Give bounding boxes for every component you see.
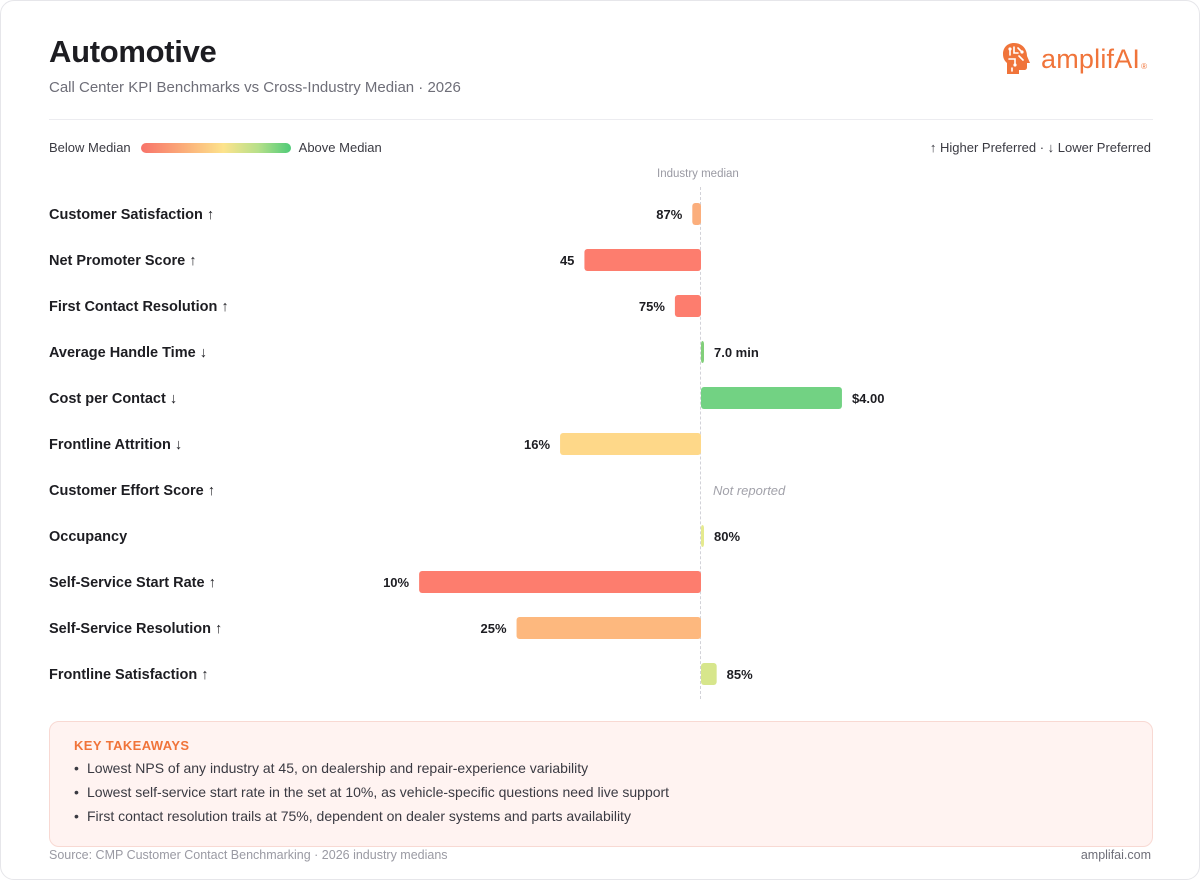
amplifai-logo[interactable]: amplifAI ® <box>1001 39 1147 79</box>
value-label: 10% <box>383 575 409 590</box>
row-label: Customer Effort Score ↑ <box>49 483 215 499</box>
legend-gradient-bar <box>140 142 291 153</box>
bar <box>419 571 701 593</box>
bar <box>701 663 717 685</box>
takeaway-item: First contact resolution trails at 75%, … <box>74 804 1128 828</box>
row-label: Occupancy <box>49 529 127 545</box>
row-label: Net Promoter Score ↑ <box>49 253 196 269</box>
logo-registered-mark: ® <box>1141 62 1148 71</box>
value-label: 25% <box>481 621 507 636</box>
value-label: 75% <box>639 299 665 314</box>
header-divider <box>49 119 1153 120</box>
takeaways-list: Lowest NPS of any industry at 45, on dea… <box>74 756 1128 828</box>
key-takeaways-panel: KEY TAKEAWAYS Lowest NPS of any industry… <box>49 721 1153 847</box>
value-label: 87% <box>656 207 682 222</box>
value-label: 7.0 min <box>714 345 759 360</box>
bar <box>674 295 701 317</box>
takeaway-item: Lowest self-service start rate in the se… <box>74 780 1128 804</box>
row-label: Frontline Attrition ↓ <box>49 437 182 453</box>
page-subtitle: Call Center KPI Benchmarks vs Cross-Indu… <box>49 79 461 96</box>
takeaways-title: KEY TAKEAWAYS <box>74 738 190 753</box>
row-label: Cost per Contact ↓ <box>49 391 177 407</box>
direction-legend: ↑ Higher Preferred · ↓ Lower Preferred <box>929 140 1151 155</box>
footer-site-link[interactable]: amplifai.com <box>1080 848 1151 862</box>
takeaway-item: Lowest NPS of any industry at 45, on dea… <box>74 756 1128 780</box>
value-label: 85% <box>727 667 753 682</box>
bar <box>560 433 701 455</box>
bar <box>516 617 701 639</box>
bar <box>584 249 701 271</box>
value-label: $4.00 <box>852 391 885 406</box>
value-label: 16% <box>524 437 550 452</box>
logo-wordmark: amplifAI <box>1041 43 1141 74</box>
not-reported-label: Not reported <box>713 483 786 498</box>
legend-below-label: Below Median <box>49 140 131 155</box>
source-note: Source: CMP Customer Contact Benchmarkin… <box>49 848 448 862</box>
row-label: Average Handle Time ↓ <box>49 345 207 361</box>
row-label: Self-Service Resolution ↑ <box>49 621 222 637</box>
color-legend: Below Median Above Median <box>49 140 382 155</box>
bar <box>701 341 704 363</box>
brain-head-icon <box>1003 43 1030 74</box>
row-label: Customer Satisfaction ↑ <box>49 207 214 223</box>
row-label: Frontline Satisfaction ↑ <box>49 667 209 683</box>
legend-above-label: Above Median <box>298 140 382 155</box>
page-title: Automotive <box>49 34 217 69</box>
bar <box>701 525 704 547</box>
bar <box>701 387 842 409</box>
median-label: Industry median <box>657 168 739 180</box>
row-label: First Contact Resolution ↑ <box>49 299 229 315</box>
row-label: Self-Service Start Rate ↑ <box>49 575 216 591</box>
median-line <box>700 187 701 699</box>
value-label: 80% <box>714 529 740 544</box>
value-label: 45 <box>560 253 574 268</box>
